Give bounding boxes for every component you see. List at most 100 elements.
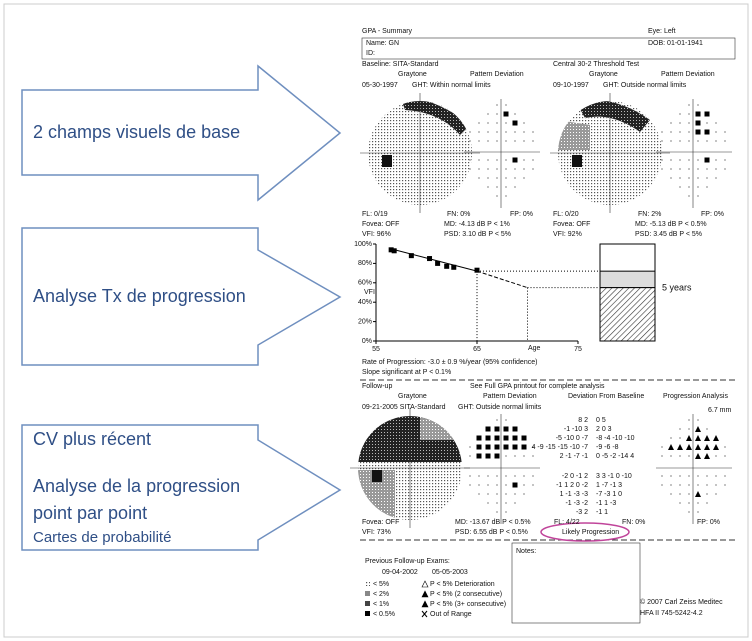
deviation-dot (697, 484, 698, 485)
progression-symbol (704, 435, 710, 441)
deviation-dot (670, 484, 671, 485)
deviation-dot (505, 455, 506, 456)
blind-spot (572, 155, 582, 167)
deviation-dot (661, 168, 662, 169)
report-text: See Full GPA printout for complete analy… (470, 383, 605, 390)
report-text: VFI: 92% (553, 231, 582, 238)
deviation-dot (697, 159, 698, 160)
legend-symbol (365, 581, 370, 586)
deviation-dot (724, 159, 725, 160)
deviation-dot (469, 446, 470, 447)
deviation-dot (505, 131, 506, 132)
deviation-dot (469, 159, 470, 160)
deviation-dot (697, 140, 698, 141)
deviation-dot (505, 502, 506, 503)
legend-symbol (422, 581, 428, 587)
deviation-dot (688, 177, 689, 178)
deviation-dot (661, 446, 662, 447)
data-point (392, 248, 397, 253)
report-text: FP: 0% (697, 519, 720, 526)
report-text: P < 5% Deterioration (430, 581, 495, 588)
trend-line (391, 249, 477, 271)
projection-floor (600, 288, 655, 341)
deviation-dot (532, 140, 533, 141)
data-point (444, 264, 449, 269)
deviation-dot (532, 168, 533, 169)
deviation-symbol (696, 121, 701, 126)
report-text: Likely Progression (562, 529, 619, 536)
deviation-symbol (495, 445, 500, 450)
deviation-dot (469, 140, 470, 141)
deviation-dot (496, 168, 497, 169)
annotation: 5 years (662, 282, 692, 292)
arrow-label: CV plus récent (33, 429, 151, 449)
report-text: 0 -5 -2 -14 4 (596, 453, 634, 460)
report-text: PSD: 3.45 dB P < 5% (635, 231, 702, 238)
report-text: 1 -7 -1 3 (596, 482, 622, 489)
deviation-dot (478, 493, 479, 494)
report-text: P < 5% (3+ consecutive) (430, 601, 506, 608)
deviation-dot (688, 511, 689, 512)
deviation-dot (670, 122, 671, 123)
deviation-dot (496, 186, 497, 187)
deviation-dot (670, 168, 671, 169)
deviation-dot (706, 475, 707, 476)
deviation-dot (487, 475, 488, 476)
report-text: -1 1 -3 (596, 500, 616, 507)
deviation-symbol (513, 436, 518, 441)
deviation-dot (505, 104, 506, 105)
deviation-dot (532, 484, 533, 485)
deviation-dot (487, 159, 488, 160)
deviation-dot (496, 104, 497, 105)
report-text: Graytone (589, 71, 618, 78)
deviation-dot (688, 122, 689, 123)
deviation-dot (496, 195, 497, 196)
report-text: Central 30-2 Threshold Test (553, 61, 639, 68)
progression-symbol (686, 435, 692, 441)
deviation-dot (715, 493, 716, 494)
deviation-dot (469, 475, 470, 476)
deviation-dot (532, 131, 533, 132)
data-point (475, 268, 480, 273)
report-text: VFI: 96% (362, 231, 391, 238)
report-text: Fovea: OFF (553, 221, 590, 228)
deviation-dot (724, 168, 725, 169)
report-text: HFA II 745-5242-4.2 (640, 610, 703, 617)
deviation-dot (496, 140, 497, 141)
deviation-dot (505, 493, 506, 494)
deviation-dot (679, 131, 680, 132)
deviation-dot (478, 168, 479, 169)
deviation-dot (706, 122, 707, 123)
deviation-dot (505, 122, 506, 123)
deviation-symbol (477, 445, 482, 450)
legend-symbol (365, 601, 370, 606)
deviation-dot (532, 159, 533, 160)
deviation-symbol (504, 427, 509, 432)
projection-line (477, 271, 528, 287)
report-text: -8 -4 -10 -10 (596, 435, 635, 442)
deviation-dot (670, 475, 671, 476)
y-tick-label: 0% (362, 338, 372, 345)
deviation-dot (523, 493, 524, 494)
deviation-dot (496, 419, 497, 420)
deviation-dot (688, 140, 689, 141)
graytone-defect (420, 415, 470, 440)
arrow-label: Cartes de probabilité (33, 529, 171, 546)
page: 2 champs visuels de base Analyse Tx de p… (0, 0, 752, 641)
deviation-dot (523, 122, 524, 123)
deviation-dot (523, 177, 524, 178)
report-text: FN: 0% (622, 519, 645, 526)
y-tick-label: 80% (358, 260, 372, 267)
report-text: 09-21-2005 SITA-Standard (362, 404, 446, 411)
deviation-dot (478, 159, 479, 160)
deviation-dot (688, 419, 689, 420)
deviation-dot (478, 131, 479, 132)
deviation-dot (523, 168, 524, 169)
report-text: 05-30-1997 (362, 82, 398, 89)
report-text: < 1% (373, 601, 389, 608)
report-text: Eye: Left (648, 28, 676, 35)
deviation-dot (715, 455, 716, 456)
deviation-dot (661, 484, 662, 485)
legend-symbol (422, 601, 428, 607)
deviation-symbol (495, 436, 500, 441)
